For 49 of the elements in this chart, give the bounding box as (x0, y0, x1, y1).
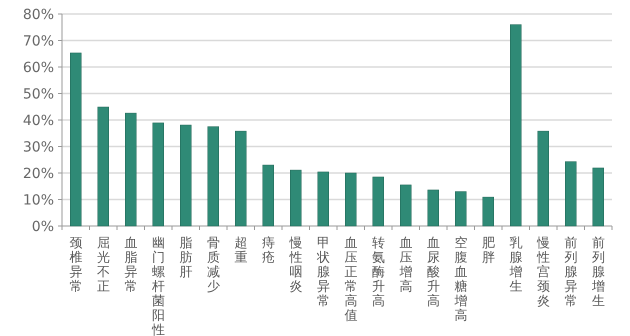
bar (152, 122, 164, 226)
bar (345, 172, 356, 226)
bar (428, 190, 439, 226)
bar (318, 172, 329, 226)
x-tick-label: 屈光不正 (96, 236, 110, 294)
x-tick-label: 颈椎异常 (69, 236, 82, 294)
bar (98, 106, 109, 226)
bar (125, 112, 136, 226)
bar (400, 184, 412, 226)
bar (592, 168, 604, 226)
x-tick-label: 血压正常高值 (344, 236, 358, 324)
x-tick-label: 血尿酸升高 (426, 236, 440, 309)
x-tick-label: 前列腺增生 (590, 236, 605, 309)
y-tick-label: 80% (22, 7, 54, 23)
bar (208, 126, 219, 226)
x-tick-label: 肥胖 (482, 236, 495, 266)
bar (70, 52, 82, 226)
bar (510, 24, 522, 226)
y-tick-label: 50% (22, 86, 54, 102)
bar (455, 191, 466, 226)
bar (372, 176, 384, 226)
x-tick-label: 超重 (234, 236, 248, 266)
x-tick-label: 血压增高 (398, 236, 412, 294)
y-tick-label: 30% (22, 140, 54, 156)
x-tick-label: 前列腺异常 (564, 236, 578, 309)
x-tick-label: 转氨酶升高 (372, 236, 385, 309)
y-tick-label: 70% (22, 34, 54, 50)
x-tick-label: 慢性宫颈炎 (536, 236, 550, 309)
bar (262, 164, 274, 226)
bar (235, 130, 246, 226)
bar (565, 161, 576, 226)
y-tick-label: 40% (22, 113, 54, 129)
x-tick-label: 骨质减少 (206, 236, 220, 294)
x-tick-label: 血脂异常 (124, 236, 138, 294)
x-tick-label: 甲状腺异常 (316, 236, 330, 309)
bar (180, 124, 192, 226)
x-tick-label: 脂肪肝 (179, 236, 192, 280)
x-tick-label: 慢性咽炎 (288, 236, 302, 294)
x-tick-label: 痔疮 (262, 236, 275, 266)
y-tick-label: 10% (22, 192, 54, 208)
bar (290, 170, 302, 226)
bar (538, 130, 549, 226)
y-tick-label: 0% (32, 219, 54, 235)
x-tick-label: 幽门螺杆菌阳性 (150, 236, 165, 336)
x-tick-label: 空腹血糖增高 (453, 236, 468, 324)
bar (482, 196, 494, 226)
x-tick-label: 乳腺增生 (508, 236, 522, 294)
y-tick-label: 60% (22, 60, 54, 76)
y-tick-label: 20% (22, 166, 54, 182)
